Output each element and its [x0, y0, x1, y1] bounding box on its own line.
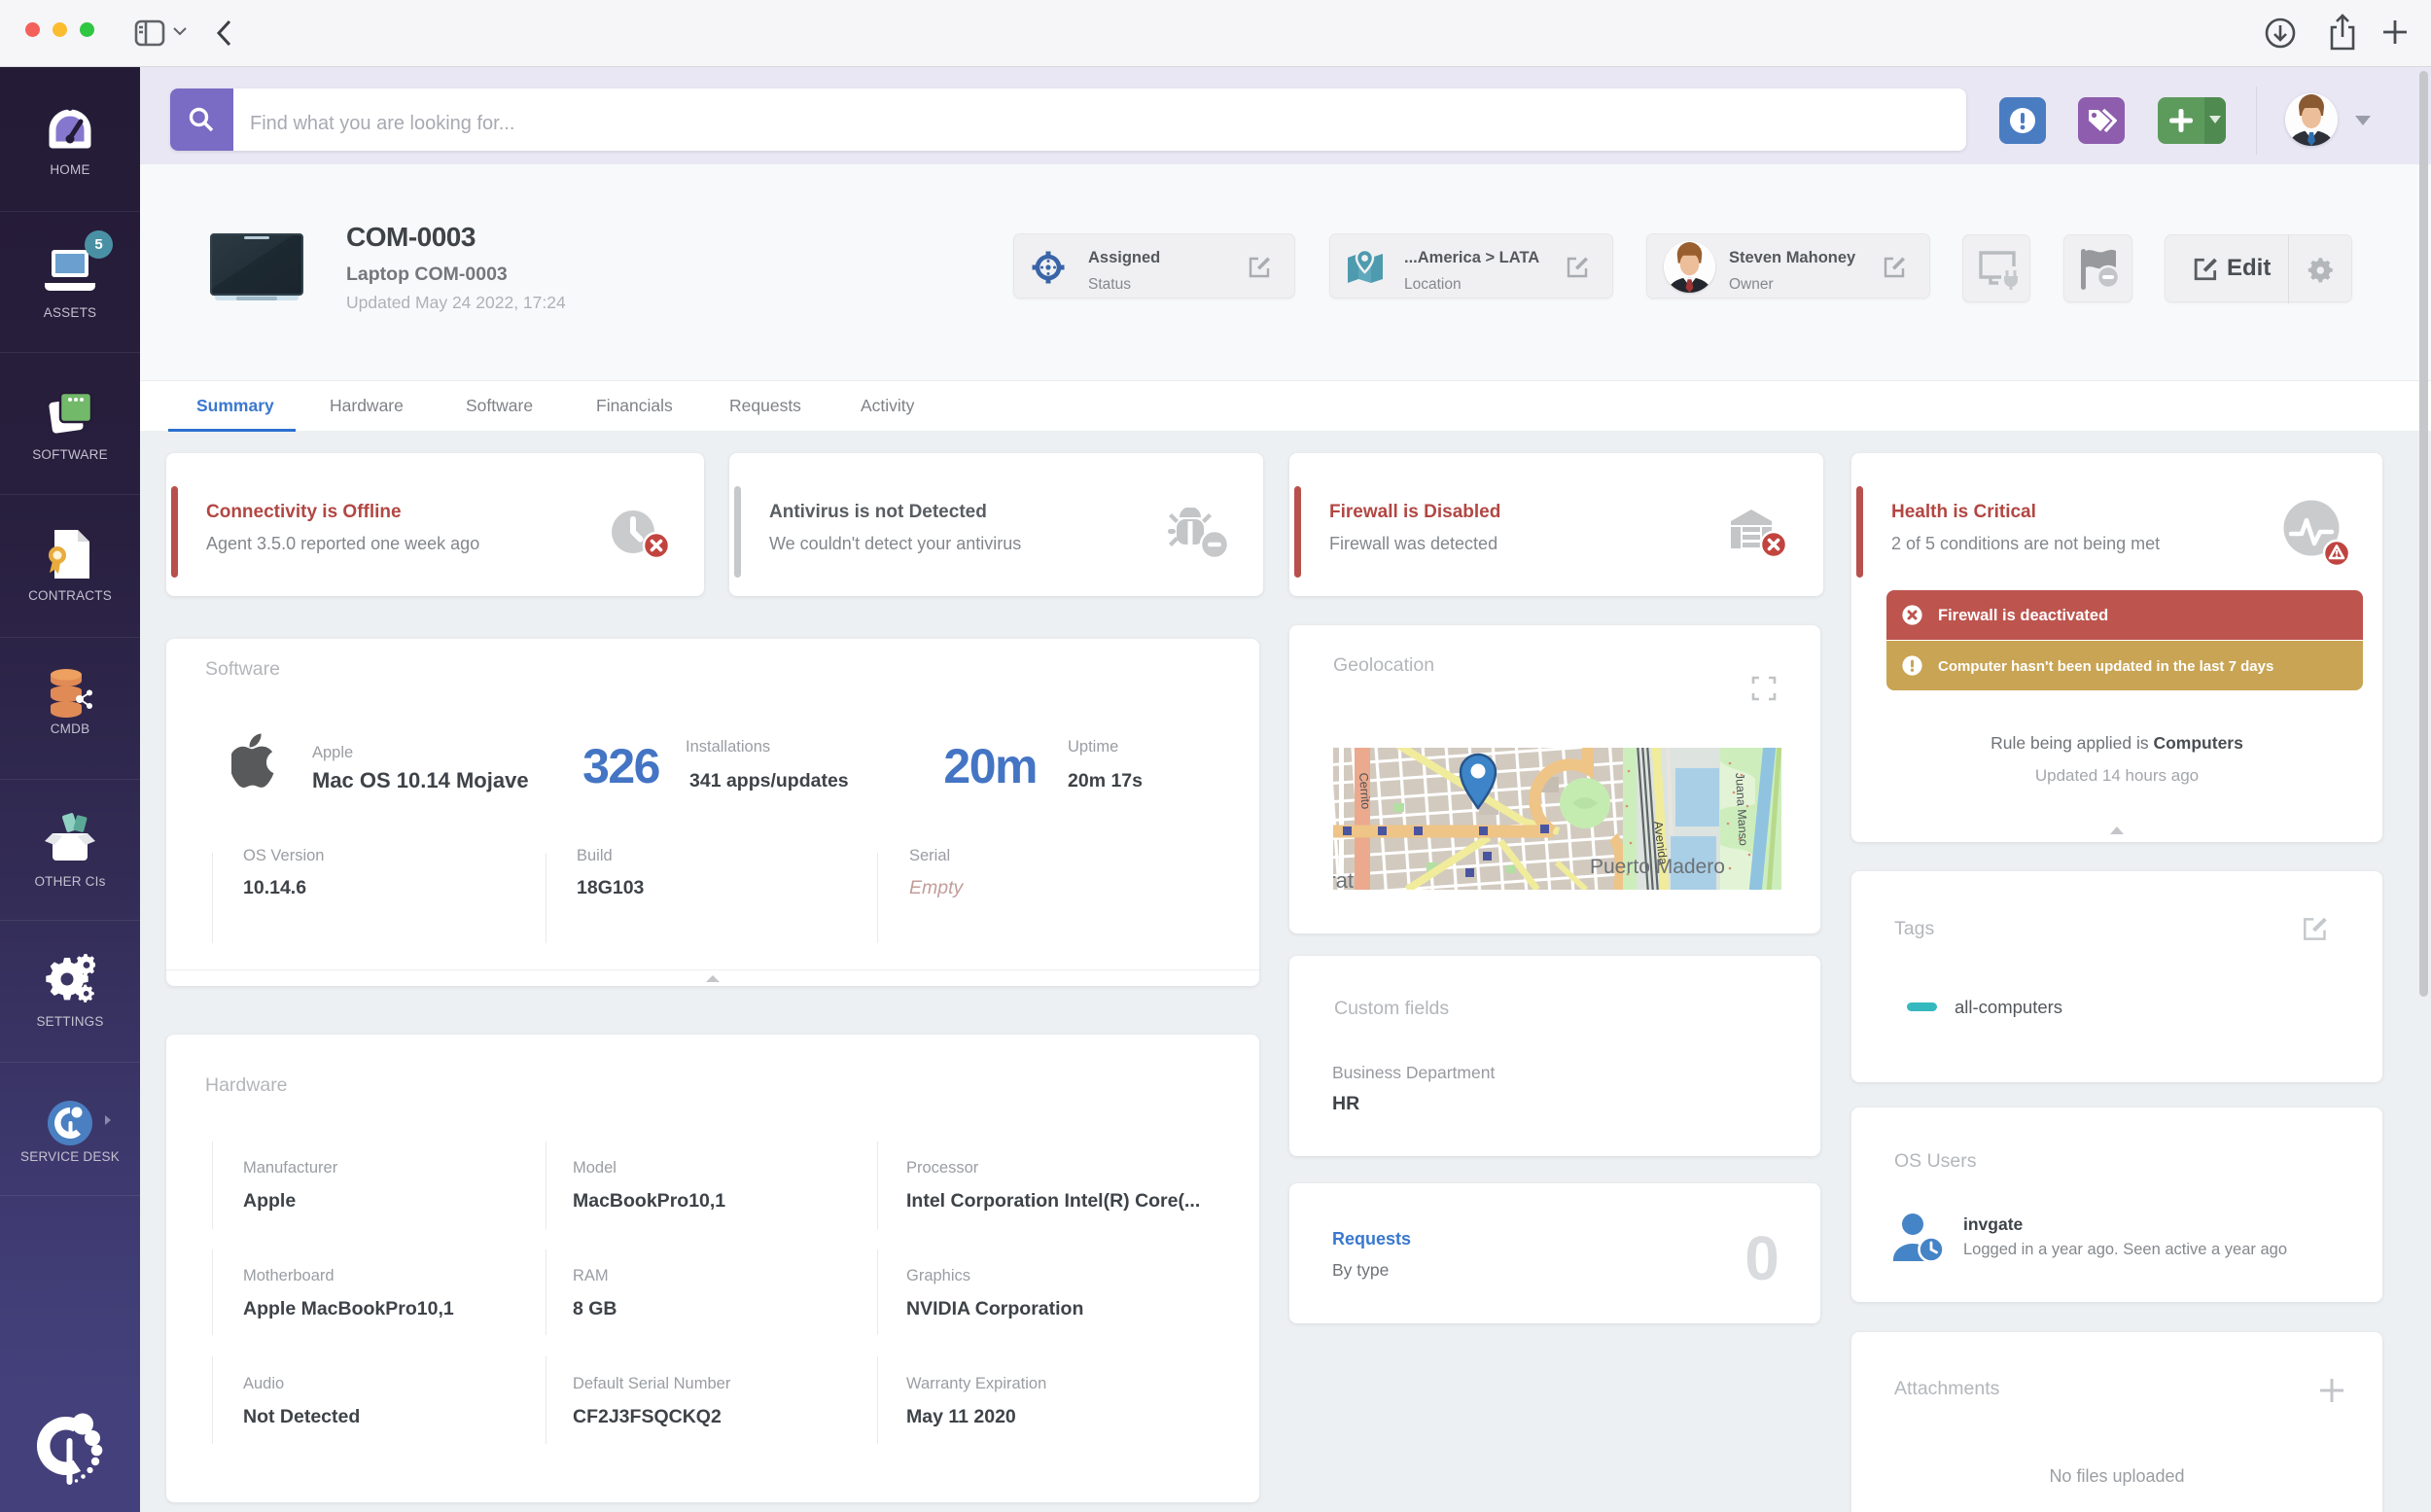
svg-text:Cerrito: Cerrito — [1356, 772, 1373, 809]
svg-text:Avenida: Avenida — [1651, 821, 1670, 865]
svg-text:Juana Manso: Juana Manso — [1733, 772, 1750, 846]
svg-text:rrat: rrat — [1333, 868, 1354, 890]
svg-text:Puerto Madero: Puerto Madero — [1590, 856, 1725, 878]
